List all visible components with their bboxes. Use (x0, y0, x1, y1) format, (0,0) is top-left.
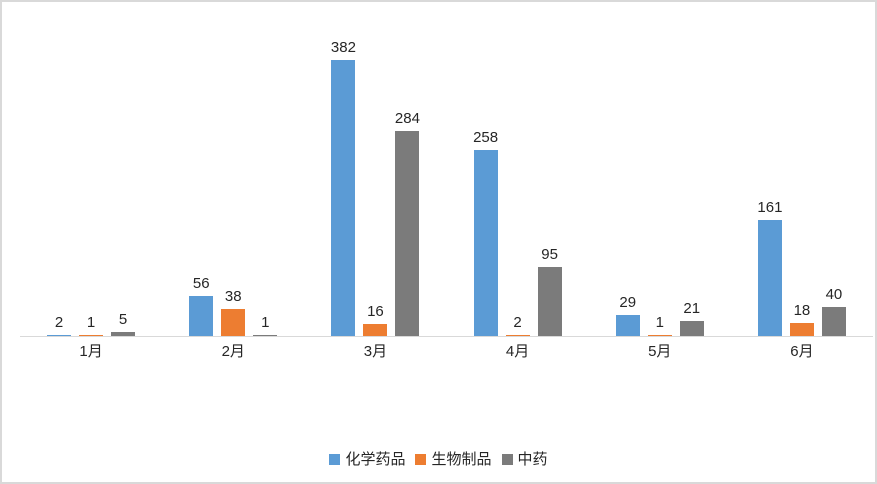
bar-value-label: 21 (683, 299, 701, 317)
bar-series-3-cat-1: 5 (111, 312, 136, 336)
bar-value-label: 1 (86, 314, 96, 331)
x-axis-label-4: 4月 (505, 343, 530, 360)
bar-series-3-cat-6: 40 (821, 287, 846, 336)
bar-value-label: 16 (367, 303, 384, 321)
bar-group-4: 258 2 95 (447, 2, 589, 336)
bar-value-label: 2 (513, 313, 522, 331)
bar-series-3-cat-4: 95 (537, 247, 562, 336)
legend-swatch-icon (329, 454, 341, 465)
legend-item-1: 化学药品 (329, 452, 405, 467)
bar-group-6: 161 18 40 (731, 2, 873, 336)
bar-series-1-cat-2: 56 (189, 276, 214, 336)
bar-group-3: 382 16 284 (304, 2, 446, 336)
bar-series-1-cat-1: 2 (47, 315, 72, 336)
legend-label: 中药 (517, 451, 548, 468)
plot-area: 2 1 5 56 38 1 382 16 284 258 2 95 29 1 21 161 18 40 (20, 2, 873, 336)
legend-label: 生物制品 (431, 451, 492, 468)
bar-series-2-cat-4: 2 (505, 315, 530, 336)
bar-value-label: 18 (793, 302, 811, 319)
bar-group-1: 2 1 5 (20, 2, 162, 336)
legend-item-3: 中药 (501, 451, 548, 468)
legend: 化学药品 生物制品 中药 (2, 452, 875, 467)
bar-value-label: 95 (541, 246, 558, 264)
bar-value-label: 161 (757, 198, 783, 216)
x-axis-label-3: 3月 (363, 343, 388, 360)
bar-value-label: 38 (224, 287, 242, 305)
bar-series-1-cat-3: 382 (331, 40, 356, 336)
bar-series-2-cat-5: 1 (647, 315, 672, 336)
bar-group-5: 29 1 21 (589, 2, 731, 336)
x-axis-line (20, 336, 873, 337)
bar-series-1-cat-5: 29 (615, 295, 640, 336)
bar-series-3-cat-5: 21 (679, 301, 704, 336)
x-axis-label-1: 1月 (79, 343, 103, 360)
bar-value-label: 40 (825, 286, 843, 304)
bar-value-label: 5 (118, 311, 128, 329)
bar-series-2-cat-6: 18 (789, 303, 814, 336)
x-axis-label-2: 2月 (221, 343, 245, 360)
legend-item-2: 生物制品 (415, 451, 492, 468)
x-axis-label-5: 5月 (648, 343, 672, 360)
bar-value-label: 258 (473, 128, 499, 146)
bar-series-1-cat-4: 258 (473, 130, 498, 336)
bar-value-label: 2 (54, 313, 64, 331)
bar-value-label: 1 (261, 314, 270, 331)
bar-series-2-cat-2: 38 (221, 289, 246, 336)
x-axis-labels: 1月 2月 3月 4月 5月 6月 (20, 343, 873, 361)
bar-value-label: 56 (192, 274, 210, 292)
bar-value-label: 284 (394, 109, 420, 127)
bar-series-3-cat-3: 284 (395, 111, 420, 336)
bar-group-2: 56 38 1 (162, 2, 304, 336)
bar-value-label: 29 (619, 294, 637, 312)
bar-series-2-cat-3: 16 (363, 304, 388, 336)
legend-label: 化学药品 (345, 451, 406, 468)
bar-value-label: 382 (330, 39, 356, 56)
bar-value-label: 1 (655, 314, 664, 331)
bar-series-1-cat-6: 161 (757, 200, 782, 336)
bar-series-2-cat-1: 1 (79, 315, 104, 336)
legend-swatch-icon (415, 454, 427, 465)
legend-swatch-icon (501, 454, 513, 465)
bar-series-3-cat-2: 1 (253, 315, 278, 336)
x-axis-label-6: 6月 (790, 343, 814, 360)
